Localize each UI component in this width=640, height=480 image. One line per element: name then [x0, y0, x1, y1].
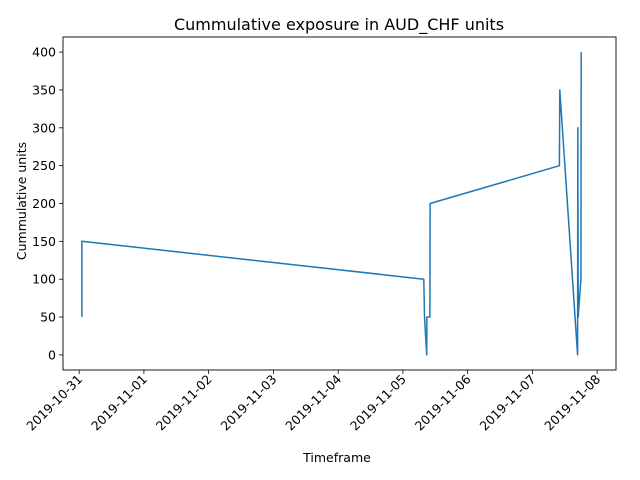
chart-title: Cummulative exposure in AUD_CHF units — [174, 15, 504, 35]
x-tick-label: 2019-11-02 — [153, 372, 215, 434]
x-tick-label: 2019-11-07 — [477, 372, 539, 434]
x-tick-label: 2019-11-04 — [282, 371, 344, 433]
y-tick-label: 400 — [32, 45, 56, 60]
x-tick-label: 2019-11-01 — [88, 372, 150, 434]
series-layer — [81, 52, 582, 356]
x-tick-label: 2019-11-03 — [218, 372, 280, 434]
y-tick-label: 350 — [32, 82, 56, 97]
y-tick-label: 250 — [32, 158, 56, 173]
y-tick-label: 100 — [32, 272, 56, 287]
x-tick-label: 2019-11-08 — [541, 371, 603, 433]
x-tick-label: 2019-11-06 — [412, 371, 474, 433]
plot-frame — [62, 36, 617, 371]
y-tick-label: 200 — [32, 196, 56, 211]
y-tick-label: 300 — [32, 120, 56, 135]
y-axis-label: Cummulative units — [14, 142, 29, 260]
x-axis-label: Timeframe — [302, 450, 371, 465]
x-tick-label: 2019-10-31 — [23, 372, 85, 434]
x-tick-label: 2019-11-05 — [347, 372, 409, 434]
y-tick-label: 0 — [48, 347, 56, 362]
y-tick-label: 50 — [40, 310, 56, 325]
y-tick-label: 150 — [32, 234, 56, 249]
series-line-0 — [81, 52, 582, 356]
